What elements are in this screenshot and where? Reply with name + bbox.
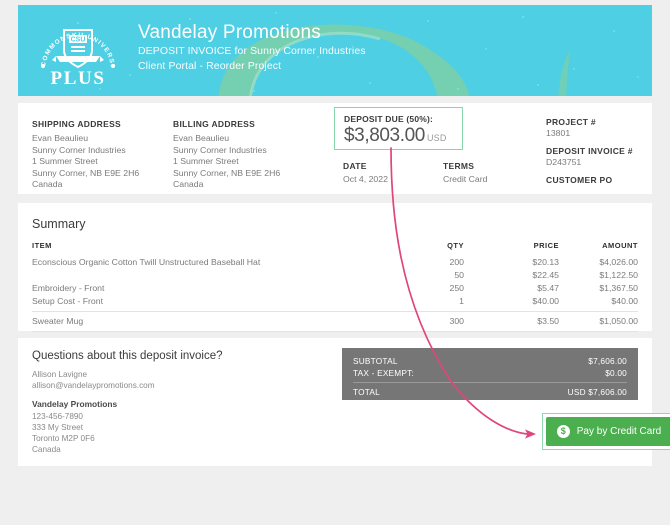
questions-heading: Questions about this deposit invoice? <box>32 350 223 362</box>
tax-label: TAX - EXEMPT: <box>353 367 414 378</box>
dollar-coin-icon: $ <box>556 425 570 438</box>
project-line: Client Portal - Reorder Project <box>138 59 282 72</box>
contact-company-line: Toronto M2P 0F6 <box>32 434 95 443</box>
row-item: Embroidery - Front <box>32 282 105 293</box>
subtotal-value: $7,606.00 <box>588 356 627 366</box>
shipping-address-line: Sunny Corner, NB E9E 2H6 <box>32 167 140 178</box>
row-amount: $4,026.00 <box>599 256 638 267</box>
shipping-address-line: Canada <box>32 179 63 189</box>
billing-address-block: BILLING ADDRESS Evan Beaulieu Sunny Corn… <box>173 119 280 191</box>
row-qty: 50 <box>454 269 464 280</box>
totals-panel: SUBTOTAL $7,606.00 TAX - EXEMPT: $0.00 T… <box>342 348 638 400</box>
total-label: TOTAL <box>353 387 380 397</box>
commonsku-university-logo: COMMONSKU UNIVERSITY CSU PLUS <box>32 10 124 92</box>
contact-company-line: 333 My Street <box>32 423 83 432</box>
row-price: $40.00 <box>464 294 559 312</box>
summary-heading: Summary <box>32 217 86 231</box>
row-item: Setup Cost - Front <box>32 294 372 312</box>
shipping-address-line: Sunny Corner Industries <box>32 144 126 155</box>
column-header-item: ITEM <box>32 241 52 250</box>
table-row: Sweater Mug 300 $3.50 $1,050.00 <box>32 311 638 332</box>
addresses-card: SHIPPING ADDRESS Evan Beaulieu Sunny Cor… <box>18 103 652 194</box>
deposit-due-currency: USD <box>426 133 447 143</box>
invoice-meta-block: PROJECT # 13801 DEPOSIT INVOICE # D24375… <box>546 117 633 185</box>
pay-button-label: Pay by Credit Card <box>576 426 662 437</box>
project-number-value: 13801 <box>546 128 571 138</box>
billing-address-title: BILLING ADDRESS <box>173 119 256 129</box>
contact-email[interactable]: allison@vandelaypromotions.com <box>32 381 155 390</box>
pay-button-highlight: $ Pay by Credit Card <box>542 413 670 450</box>
summary-card: Summary ITEM QTY PRICE AMOUNT Econscious… <box>18 203 652 332</box>
deposit-due-amount: $3,803.00 <box>344 125 425 146</box>
row-price: $20.13 <box>532 256 559 267</box>
billing-address-line: Canada <box>173 179 204 189</box>
deposit-due-box: DEPOSIT DUE (50%): $3,803.00 USD <box>334 107 463 150</box>
svg-text:CSU: CSU <box>71 36 86 43</box>
table-row: Setup Cost - Front 1 $40.00 $40.00 <box>32 294 638 312</box>
row-qty: 200 <box>449 256 465 267</box>
column-header-amount: AMOUNT <box>602 241 638 250</box>
tax-value: $0.00 <box>605 367 627 378</box>
column-header-qty: QTY <box>447 241 464 250</box>
project-number-label: PROJECT # <box>546 117 596 127</box>
shipping-address-block: SHIPPING ADDRESS Evan Beaulieu Sunny Cor… <box>32 119 139 191</box>
invoice-header: COMMONSKU UNIVERSITY CSU PLUS Vandelay P <box>18 5 652 96</box>
customer-po-label: CUSTOMER PO <box>546 175 613 185</box>
subtotal-row: SUBTOTAL $7,606.00 <box>353 356 627 368</box>
contact-block: Allison Lavigne allison@vandelaypromotio… <box>32 369 155 455</box>
row-price: $5.47 <box>537 282 559 293</box>
row-item: Sweater Mug <box>32 311 372 332</box>
contact-name: Allison Lavigne <box>32 370 88 379</box>
shipping-address-line: 1 Summer Street <box>32 156 98 166</box>
row-price: $22.45 <box>532 269 559 280</box>
terms-value: Credit Card <box>443 174 488 184</box>
pay-by-credit-card-button[interactable]: $ Pay by Credit Card <box>546 417 670 446</box>
date-block: DATE Oct 4, 2022 <box>343 161 388 185</box>
table-row: Econscious Organic Cotton Twill Unstruct… <box>32 255 638 268</box>
table-header-row: ITEM QTY PRICE AMOUNT <box>32 241 638 255</box>
row-item <box>32 268 372 281</box>
date-value: Oct 4, 2022 <box>343 174 388 184</box>
row-amount: $1,050.00 <box>559 311 638 332</box>
deposit-due-label: DEPOSIT DUE (50%): <box>344 114 434 124</box>
deposit-invoice-number-label: DEPOSIT INVOICE # <box>546 146 633 156</box>
company-title: Vandelay Promotions <box>138 21 321 43</box>
row-qty: 1 <box>372 294 464 312</box>
date-label: DATE <box>343 161 367 171</box>
invoice-subtitle: DEPOSIT INVOICE for Sunny Corner Industr… <box>138 44 366 57</box>
row-amount: $1,122.50 <box>599 269 638 280</box>
tax-row: TAX - EXEMPT: $0.00 <box>353 368 627 380</box>
contact-company-name: Vandelay Promotions <box>32 399 118 409</box>
contact-company-line: Canada <box>32 445 61 454</box>
billing-address-line: Sunny Corner Industries <box>173 144 267 155</box>
summary-table: ITEM QTY PRICE AMOUNT Econscious Organic… <box>32 241 638 332</box>
row-amount: $40.00 <box>559 294 638 312</box>
total-row: TOTAL USD $7,606.00 <box>353 382 627 399</box>
billing-address-line: Evan Beaulieu <box>173 133 230 143</box>
row-amount: $1,367.50 <box>599 282 638 293</box>
row-price: $3.50 <box>464 311 559 332</box>
row-qty: 300 <box>372 311 464 332</box>
total-value: USD $7,606.00 <box>567 387 627 397</box>
table-row: 50 $22.45 $1,122.50 <box>32 268 638 281</box>
logo-crest-icon: COMMONSKU UNIVERSITY CSU <box>32 10 116 68</box>
row-qty: 250 <box>449 282 465 293</box>
terms-block: TERMS Credit Card <box>443 161 487 185</box>
deposit-invoice-number-value: D243751 <box>546 157 582 167</box>
billing-address-line: Sunny Corner, NB E9E 2H6 <box>173 167 281 178</box>
billing-address-line: 1 Summer Street <box>173 156 239 166</box>
contact-company-line: 123-456-7890 <box>32 412 83 421</box>
terms-label: TERMS <box>443 161 475 171</box>
column-header-price: PRICE <box>533 241 559 250</box>
logo-plus-text: PLUS <box>50 67 106 89</box>
table-row: Embroidery - Front 250 $5.47 $1,367.50 <box>32 281 638 294</box>
row-item: Econscious Organic Cotton Twill Unstruct… <box>32 256 261 267</box>
subtotal-label: SUBTOTAL <box>353 356 398 366</box>
footer-card: Questions about this deposit invoice? Al… <box>18 338 670 466</box>
shipping-address-title: SHIPPING ADDRESS <box>32 119 122 129</box>
shipping-address-line: Evan Beaulieu <box>32 133 89 143</box>
